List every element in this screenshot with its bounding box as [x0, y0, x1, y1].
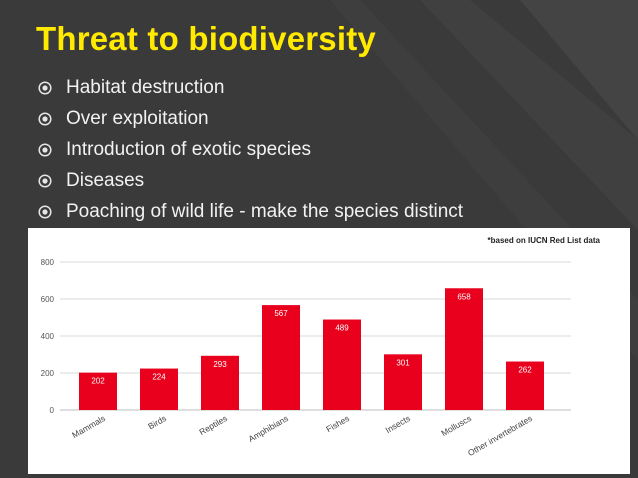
- bar: [201, 355, 239, 410]
- category-label: Reptiles: [197, 413, 229, 437]
- bullet-text: Habitat destruction: [66, 76, 225, 98]
- category-label: Other invertebrates: [466, 413, 534, 458]
- bar: [323, 319, 361, 410]
- bar-value-label: 301: [396, 358, 410, 367]
- bullet-text: Diseases: [66, 169, 145, 191]
- category-labels: Mammals Birds Reptiles Amphibians Fishes Inse…: [70, 413, 534, 458]
- circled-dot-icon: [38, 142, 52, 157]
- bar-value-label: 293: [213, 360, 227, 369]
- bullet-item: Over exploitation: [38, 103, 463, 134]
- slide-title: Threat to biodiversity: [36, 20, 376, 57]
- category-label: Amphibians: [247, 413, 290, 444]
- circled-dot-icon: [38, 173, 52, 188]
- bar: [506, 361, 544, 410]
- bar-value-label: 658: [457, 292, 471, 301]
- bars: 202 224 293 567 489 301 658 262: [79, 288, 544, 410]
- y-tick-label: 800: [41, 258, 55, 267]
- category-label: Mammals: [70, 413, 107, 440]
- y-tick-label: 200: [41, 369, 55, 378]
- category-label: Insects: [384, 413, 412, 435]
- bullet-text: Introduction of exotic species: [66, 138, 312, 160]
- category-label: Birds: [146, 413, 168, 431]
- category-label: Molluscs: [439, 413, 473, 438]
- bar-value-label: 489: [335, 324, 349, 333]
- bullet-text: Poaching of wild life - make the species…: [66, 200, 464, 222]
- bar-value-label: 224: [152, 373, 166, 382]
- bar: [445, 288, 483, 410]
- bullet-list: Habitat destruction Over exploitation In…: [38, 72, 463, 227]
- bar: [262, 305, 300, 410]
- bullet-item: Poaching of wild life - make the species…: [38, 196, 463, 227]
- bar: [79, 372, 117, 410]
- bar: [384, 354, 422, 410]
- bar-value-label: 202: [91, 377, 105, 386]
- bullet-item: Habitat destruction: [38, 72, 463, 103]
- bar-chart: *based on IUCN Red List data 0 200 400 600 8…: [41, 236, 601, 458]
- chart-panel: *based on IUCN Red List data 0 200 400 600 8…: [28, 228, 630, 474]
- y-tick-label: 0: [50, 406, 55, 415]
- bullet-item: Introduction of exotic species: [38, 134, 463, 165]
- bar-value-label: 567: [274, 309, 288, 318]
- bullet-text: Over exploitation: [66, 107, 209, 129]
- category-label: Fishes: [324, 413, 351, 434]
- chart-note: *based on IUCN Red List data: [488, 236, 601, 245]
- gridlines: 0 200 400 600 800: [41, 258, 571, 415]
- circled-dot-icon: [38, 111, 52, 126]
- bar: [140, 368, 178, 410]
- bar-value-label: 262: [518, 366, 532, 375]
- y-tick-label: 600: [41, 295, 55, 304]
- y-tick-label: 400: [41, 332, 55, 341]
- circled-dot-icon: [38, 204, 52, 219]
- circled-dot-icon: [38, 80, 52, 95]
- bullet-item: Diseases: [38, 165, 463, 196]
